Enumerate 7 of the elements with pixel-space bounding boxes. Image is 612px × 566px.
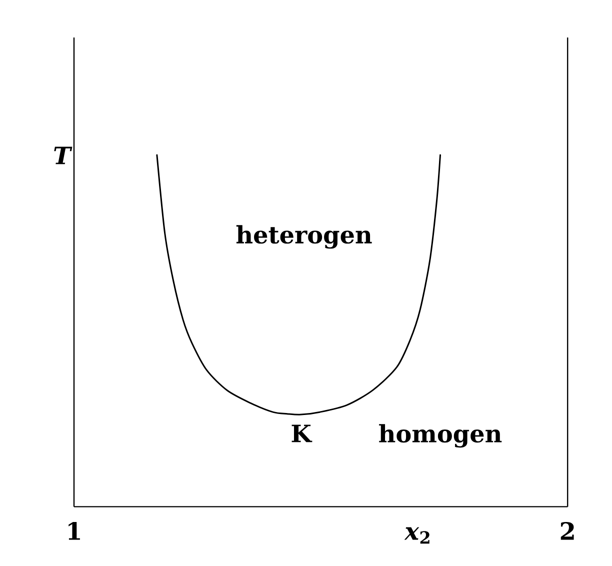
x-tick-label: 1	[68, 522, 80, 540]
annotation: homogen	[379, 424, 502, 448]
annotation: K	[292, 424, 312, 442]
annotation: heterogen	[236, 225, 372, 249]
x-tick-label: 2	[560, 522, 574, 540]
x-axis-title: x$_{2}$	[404, 527, 430, 544]
y-axis-title: T	[54, 146, 72, 164]
